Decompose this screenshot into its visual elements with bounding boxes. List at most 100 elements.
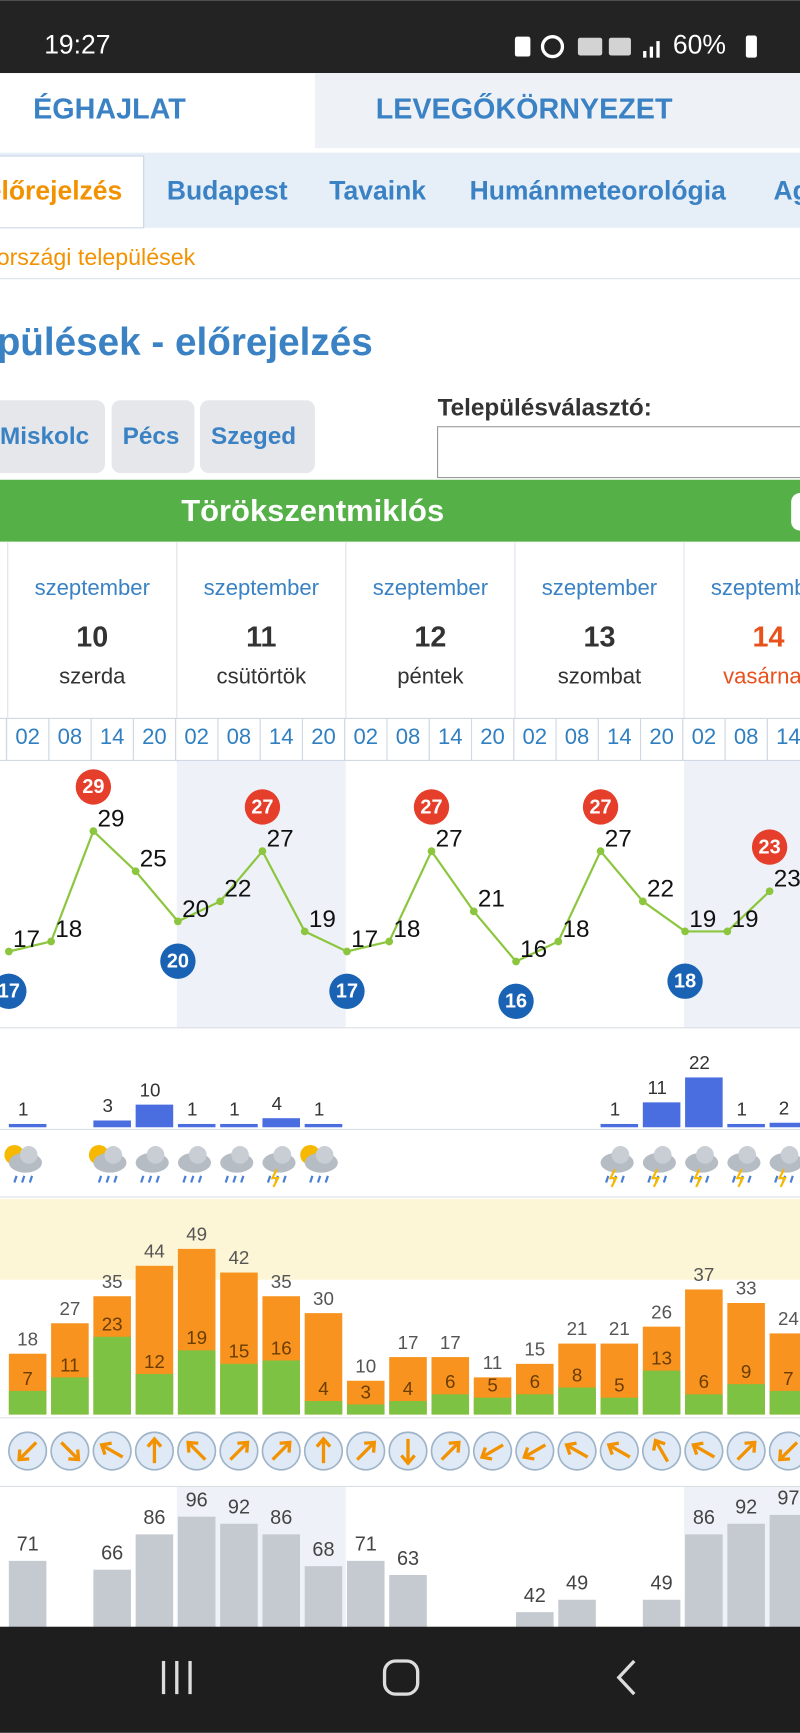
wind-speed-label: 7 bbox=[22, 1368, 32, 1389]
back-button[interactable] bbox=[616, 1659, 636, 1696]
rain-drop bbox=[689, 1175, 694, 1183]
wind-speed-label: 15 bbox=[229, 1341, 250, 1362]
hour-cell bbox=[6, 717, 50, 761]
wind-speed-label: 8 bbox=[572, 1364, 582, 1385]
cloud-cover-label: 96 bbox=[186, 1489, 208, 1511]
hour-label: 14 bbox=[776, 724, 800, 749]
wind-direction bbox=[177, 1431, 217, 1471]
temperature-point bbox=[554, 937, 563, 946]
precipitation-bar bbox=[727, 1123, 765, 1128]
temperature-badge bbox=[75, 769, 112, 805]
wind-arrow-head bbox=[479, 1446, 493, 1461]
wind-direction bbox=[641, 1431, 682, 1471]
active-tab[interactable] bbox=[0, 155, 145, 229]
temperature-point bbox=[174, 917, 182, 926]
wind-speed-label: 4 bbox=[318, 1378, 328, 1399]
tab-label[interactable]: Tavaink bbox=[329, 175, 426, 205]
breadcrumb[interactable]: országi települések bbox=[0, 244, 196, 270]
temperature-point bbox=[512, 957, 520, 966]
rain-drop bbox=[282, 1175, 287, 1183]
temperature-label: 20 bbox=[182, 896, 209, 923]
wind-arrow-head bbox=[778, 1449, 791, 1462]
cloud-cover-label: 71 bbox=[17, 1534, 39, 1556]
temperature-badge-label: 16 bbox=[505, 991, 527, 1013]
city-button[interactable] bbox=[0, 400, 105, 474]
nav-link[interactable]: LEVEGŐKÖRNYEZET bbox=[376, 91, 673, 125]
wind-gust-label: 37 bbox=[693, 1264, 714, 1285]
temperature-label: 16 bbox=[520, 936, 547, 963]
wind-direction bbox=[261, 1431, 301, 1471]
weather-icon bbox=[220, 1146, 254, 1183]
hour-cell bbox=[470, 717, 515, 761]
precipitation-label: 22 bbox=[689, 1052, 710, 1073]
clock: 19:27 bbox=[44, 30, 110, 60]
wind-speed-bar bbox=[642, 1370, 681, 1415]
rain-drop bbox=[789, 1175, 794, 1183]
city-button-label[interactable]: Miskolc bbox=[0, 423, 89, 450]
city-button-label[interactable]: Szeged bbox=[211, 423, 296, 450]
nav-link[interactable]: ÉGHAJLAT bbox=[33, 91, 186, 125]
hour-cell bbox=[301, 717, 346, 761]
cloud bbox=[273, 1146, 292, 1164]
precipitation-bar bbox=[93, 1120, 131, 1128]
precipitation-label: 11 bbox=[647, 1077, 666, 1098]
wind-direction bbox=[134, 1431, 175, 1471]
wind-arrow bbox=[608, 1444, 631, 1459]
temperature-point bbox=[216, 897, 225, 906]
city-button-label[interactable]: Pécs bbox=[123, 423, 180, 450]
wind-gust-bar bbox=[685, 1289, 723, 1415]
wind-speed-label: 23 bbox=[102, 1314, 123, 1335]
wind-direction bbox=[8, 1431, 48, 1471]
day-weekday: péntek bbox=[397, 663, 464, 688]
wind-direction bbox=[388, 1431, 428, 1471]
temperature-badge-label: 18 bbox=[674, 971, 696, 993]
hour-label: 02 bbox=[184, 724, 209, 749]
wind-arrow-head bbox=[448, 1440, 461, 1453]
tab-label[interactable]: előrejelzés bbox=[0, 175, 122, 205]
wind-speed-bar bbox=[220, 1363, 258, 1415]
home-button[interactable] bbox=[382, 1659, 420, 1696]
selector-input[interactable] bbox=[437, 426, 800, 479]
wind-speed-label: 6 bbox=[445, 1371, 455, 1392]
wind-speed-bar bbox=[600, 1397, 639, 1415]
temperature-badge-label: 17 bbox=[0, 981, 20, 1003]
wind-speed-bar bbox=[346, 1404, 385, 1415]
status-icons bbox=[514, 35, 757, 59]
weather-icon bbox=[262, 1146, 296, 1188]
tab-label[interactable]: Budapest bbox=[167, 175, 288, 205]
wind-speed-bar bbox=[516, 1394, 554, 1415]
tab-label[interactable]: Ag bbox=[773, 175, 800, 205]
cloud bbox=[231, 1146, 249, 1164]
precipitation-label: 1 bbox=[736, 1099, 746, 1120]
cloud-cover-label: 68 bbox=[312, 1539, 334, 1561]
wind-gust-label: 30 bbox=[313, 1288, 334, 1309]
city-button[interactable] bbox=[200, 400, 315, 474]
precipitation-bar bbox=[8, 1123, 47, 1128]
precipitation-label: 1 bbox=[18, 1099, 28, 1120]
temperature-point bbox=[89, 827, 98, 835]
location-button[interactable] bbox=[791, 493, 800, 531]
rain-drop bbox=[147, 1175, 153, 1183]
wind-direction bbox=[768, 1431, 800, 1471]
wind-speed-bar bbox=[685, 1394, 723, 1415]
hour-label: 08 bbox=[227, 724, 252, 749]
precipitation-label: 10 bbox=[140, 1079, 161, 1100]
temperature-badge bbox=[413, 789, 450, 825]
day-shade bbox=[683, 760, 800, 1028]
rain-drop bbox=[232, 1175, 237, 1183]
temperature-badge-label: 27 bbox=[420, 796, 442, 818]
city-button[interactable] bbox=[111, 400, 195, 474]
wind-gust-label: 17 bbox=[440, 1332, 461, 1353]
weather-icon bbox=[642, 1146, 676, 1188]
wind-arrow bbox=[60, 1441, 79, 1461]
wind-arrow bbox=[736, 1442, 756, 1461]
day-month: szeptember bbox=[35, 575, 150, 600]
weather-icon bbox=[88, 1144, 127, 1183]
wind-direction bbox=[303, 1431, 344, 1471]
wind-arrow bbox=[271, 1442, 291, 1461]
wind-gust-label: 21 bbox=[567, 1318, 588, 1339]
tab-label[interactable]: Humánmeteorológia bbox=[470, 175, 726, 205]
temperature-label: 21 bbox=[478, 886, 505, 913]
wind-arrow bbox=[187, 1442, 207, 1461]
weather-icon bbox=[685, 1146, 719, 1188]
